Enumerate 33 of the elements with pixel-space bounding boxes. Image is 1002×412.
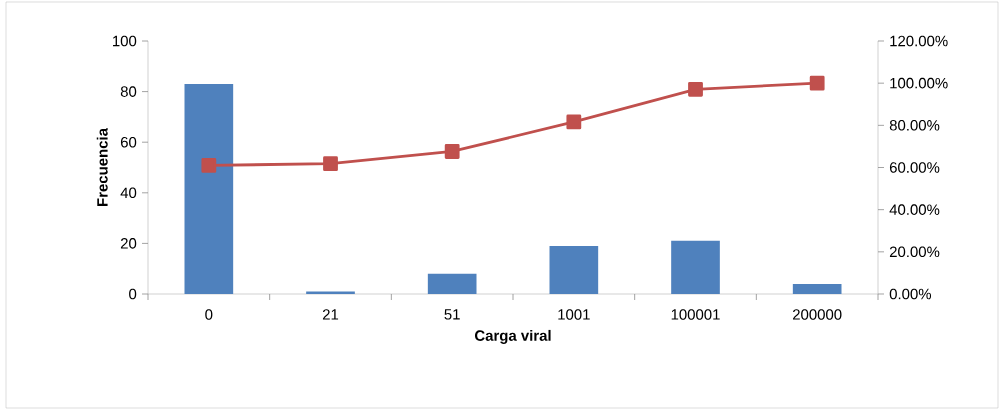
point bbox=[444, 144, 460, 159]
bar bbox=[549, 245, 599, 294]
y-tick-label: 40 bbox=[120, 187, 137, 199]
y2-tick-label: 120.00% bbox=[890, 35, 948, 47]
x-tick-label: 200000 bbox=[792, 309, 842, 320]
y-tick-label: 20 bbox=[120, 238, 137, 249]
y2-tick-label: 0.00% bbox=[889, 288, 932, 300]
y-tick-label: 100 bbox=[113, 35, 137, 47]
point bbox=[809, 75, 825, 91]
bar bbox=[427, 273, 477, 294]
point bbox=[566, 114, 582, 130]
point bbox=[323, 156, 338, 172]
x-axis-title: Carga viral bbox=[474, 329, 551, 344]
y-axis-title: Frecuencia bbox=[96, 127, 108, 206]
y2-tick-label: 20.00% bbox=[889, 246, 940, 258]
y-tick-label: 60 bbox=[120, 136, 137, 148]
point bbox=[688, 81, 703, 97]
bar bbox=[306, 291, 355, 294]
bar bbox=[792, 283, 842, 294]
y2-tick-label: 100.00% bbox=[890, 77, 948, 89]
x-tick-label: 0 bbox=[205, 309, 213, 320]
bar bbox=[184, 84, 234, 294]
x-tick-label: 100001 bbox=[671, 309, 720, 320]
y-tick-label: 80 bbox=[120, 86, 137, 97]
x-tick-label: 21 bbox=[322, 309, 339, 320]
x-tick-label: 51 bbox=[444, 309, 460, 320]
y2-tick-label: 60.00% bbox=[889, 162, 940, 173]
bar bbox=[671, 240, 720, 294]
y2-tick-label: 80.00% bbox=[889, 120, 940, 131]
y2-tick-label: 40.00% bbox=[889, 204, 940, 215]
x-tick-label: 1001 bbox=[558, 309, 590, 320]
point bbox=[201, 157, 217, 173]
y-tick-label: 0 bbox=[129, 288, 137, 300]
